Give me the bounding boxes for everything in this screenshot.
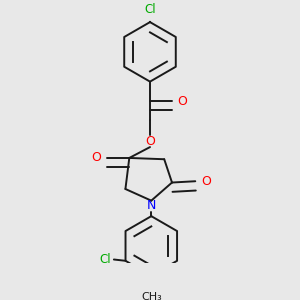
Text: O: O: [201, 175, 211, 188]
Text: Cl: Cl: [100, 253, 111, 266]
Text: O: O: [92, 152, 102, 164]
Text: CH₃: CH₃: [141, 292, 162, 300]
Text: O: O: [178, 94, 188, 107]
Text: O: O: [145, 135, 155, 148]
Text: Cl: Cl: [144, 3, 156, 16]
Text: N: N: [147, 199, 156, 212]
